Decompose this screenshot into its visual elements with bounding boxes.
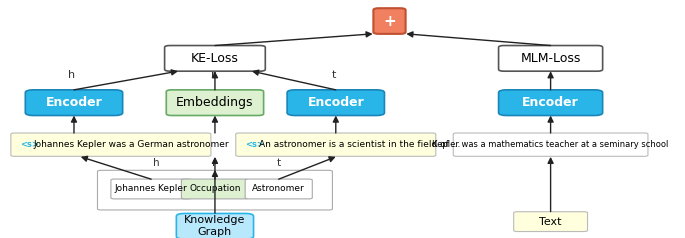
FancyBboxPatch shape: [166, 90, 264, 115]
Text: h: h: [68, 70, 75, 80]
FancyBboxPatch shape: [176, 213, 253, 238]
Text: r: r: [212, 158, 216, 168]
Text: Knowledge
Graph: Knowledge Graph: [184, 215, 246, 237]
Text: Johannes Kepler was a German astronomer: Johannes Kepler was a German astronomer: [34, 140, 229, 149]
Text: An astronomer is a scientist in the field of ...: An astronomer is a scientist in the fiel…: [258, 140, 460, 149]
FancyBboxPatch shape: [25, 90, 123, 115]
Text: Kepler was a mathematics teacher at a seminary school: Kepler was a mathematics teacher at a se…: [432, 140, 669, 149]
Text: <s>: <s>: [21, 140, 39, 149]
Text: Johannes Kepler: Johannes Kepler: [115, 184, 188, 193]
Text: Embeddings: Embeddings: [176, 96, 253, 109]
FancyBboxPatch shape: [245, 179, 312, 199]
Text: t: t: [277, 158, 281, 168]
FancyBboxPatch shape: [499, 45, 603, 71]
Text: +: +: [383, 14, 396, 29]
FancyBboxPatch shape: [287, 90, 384, 115]
Text: Text: Text: [539, 217, 562, 227]
FancyBboxPatch shape: [182, 179, 249, 199]
FancyBboxPatch shape: [11, 133, 211, 156]
Text: Astronomer: Astronomer: [252, 184, 305, 193]
Text: <s>: <s>: [245, 140, 264, 149]
Text: t: t: [332, 70, 336, 80]
FancyBboxPatch shape: [453, 133, 648, 156]
FancyBboxPatch shape: [97, 170, 332, 210]
Text: Encoder: Encoder: [308, 96, 364, 109]
FancyBboxPatch shape: [164, 45, 265, 71]
FancyBboxPatch shape: [373, 8, 406, 34]
FancyBboxPatch shape: [236, 133, 436, 156]
FancyBboxPatch shape: [514, 212, 588, 232]
Text: Encoder: Encoder: [46, 96, 102, 109]
FancyBboxPatch shape: [111, 179, 191, 199]
Text: MLM-Loss: MLM-Loss: [521, 52, 581, 65]
FancyBboxPatch shape: [499, 90, 603, 115]
Text: KE-Loss: KE-Loss: [191, 52, 239, 65]
Text: Occupation: Occupation: [189, 184, 240, 193]
Text: Encoder: Encoder: [522, 96, 579, 109]
Text: r: r: [210, 70, 215, 80]
Text: h: h: [153, 158, 159, 168]
